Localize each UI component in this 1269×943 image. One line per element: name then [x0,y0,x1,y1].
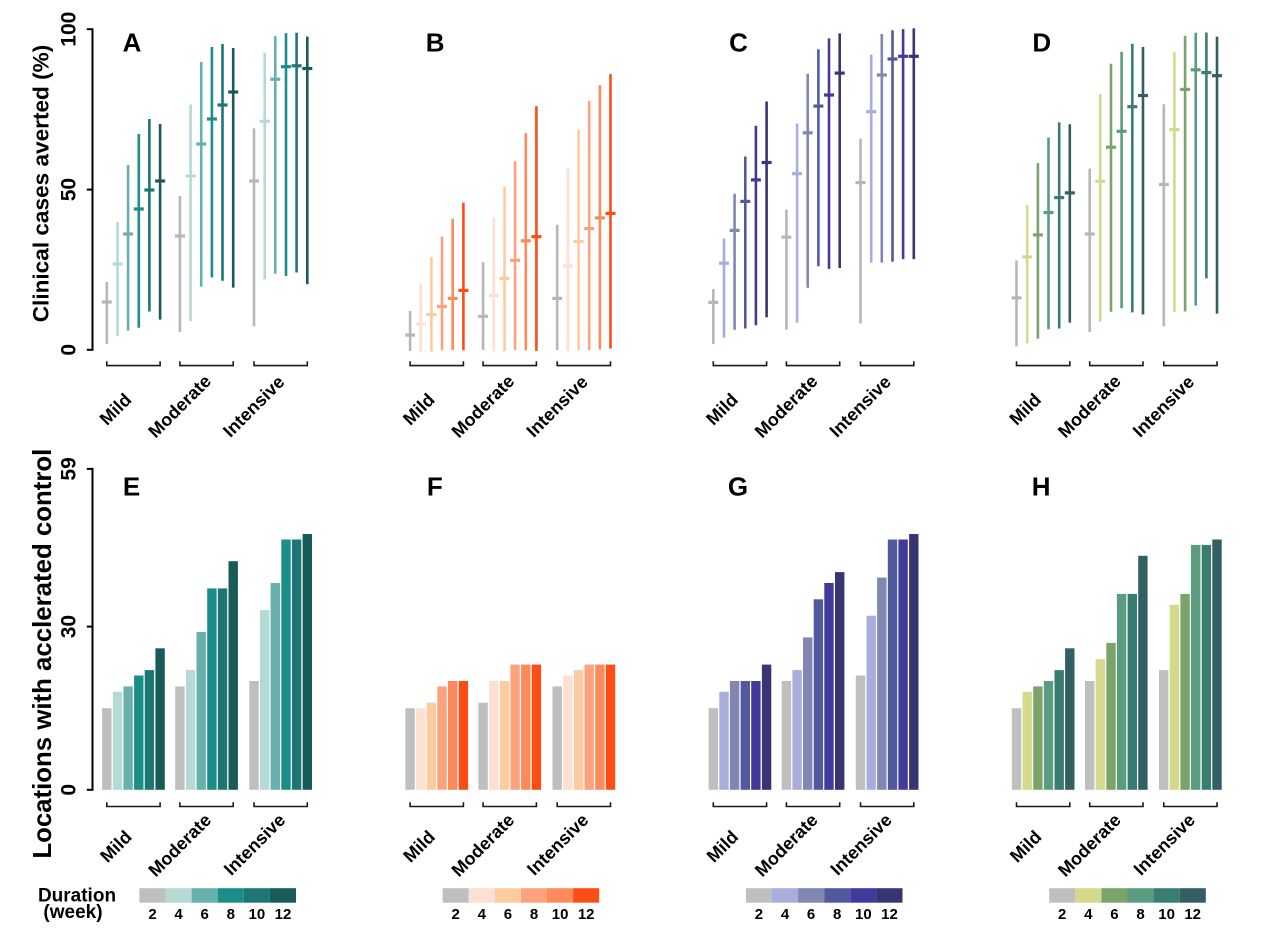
svg-text:12: 12 [275,906,292,923]
svg-text:4: 4 [174,906,183,923]
svg-text:2: 2 [755,906,763,923]
svg-text:2: 2 [452,906,460,923]
svg-text:30: 30 [58,615,81,638]
svg-text:8: 8 [227,906,235,923]
svg-text:4: 4 [781,906,790,923]
svg-text:50: 50 [58,178,81,201]
svg-text:100: 100 [58,12,81,47]
svg-text:10: 10 [1158,906,1175,923]
svg-text:F: F [427,472,443,502]
svg-text:10: 10 [552,906,569,923]
svg-text:D: D [1032,28,1051,58]
svg-text:B: B [426,28,445,58]
svg-text:4: 4 [478,906,487,923]
svg-text:4: 4 [1084,906,1093,923]
svg-text:12: 12 [578,906,595,923]
svg-text:G: G [728,472,748,502]
svg-text:12: 12 [881,906,898,923]
svg-text:10: 10 [249,906,266,923]
svg-text:C: C [729,28,748,58]
svg-text:Duration: Duration [38,886,116,907]
svg-text:A: A [123,28,142,58]
svg-text:E: E [123,472,140,502]
svg-text:6: 6 [1110,906,1118,923]
svg-text:10: 10 [855,906,872,923]
svg-text:0: 0 [58,784,81,796]
svg-text:8: 8 [1136,906,1144,923]
svg-text:6: 6 [504,906,512,923]
svg-text:H: H [1032,472,1051,502]
svg-text:2: 2 [148,906,156,923]
svg-text:6: 6 [201,906,209,923]
svg-text:8: 8 [833,906,841,923]
svg-text:12: 12 [1184,906,1201,923]
svg-text:6: 6 [807,906,815,923]
svg-text:Locations with acclerated cont: Locations with acclerated control [29,449,57,859]
svg-text:2: 2 [1058,906,1066,923]
svg-text:59: 59 [58,457,81,480]
svg-text:0: 0 [58,344,81,356]
svg-text:(week): (week) [43,902,102,923]
svg-text:8: 8 [530,906,538,923]
svg-text:Clinical cases averted (%): Clinical cases averted (%) [29,45,54,323]
